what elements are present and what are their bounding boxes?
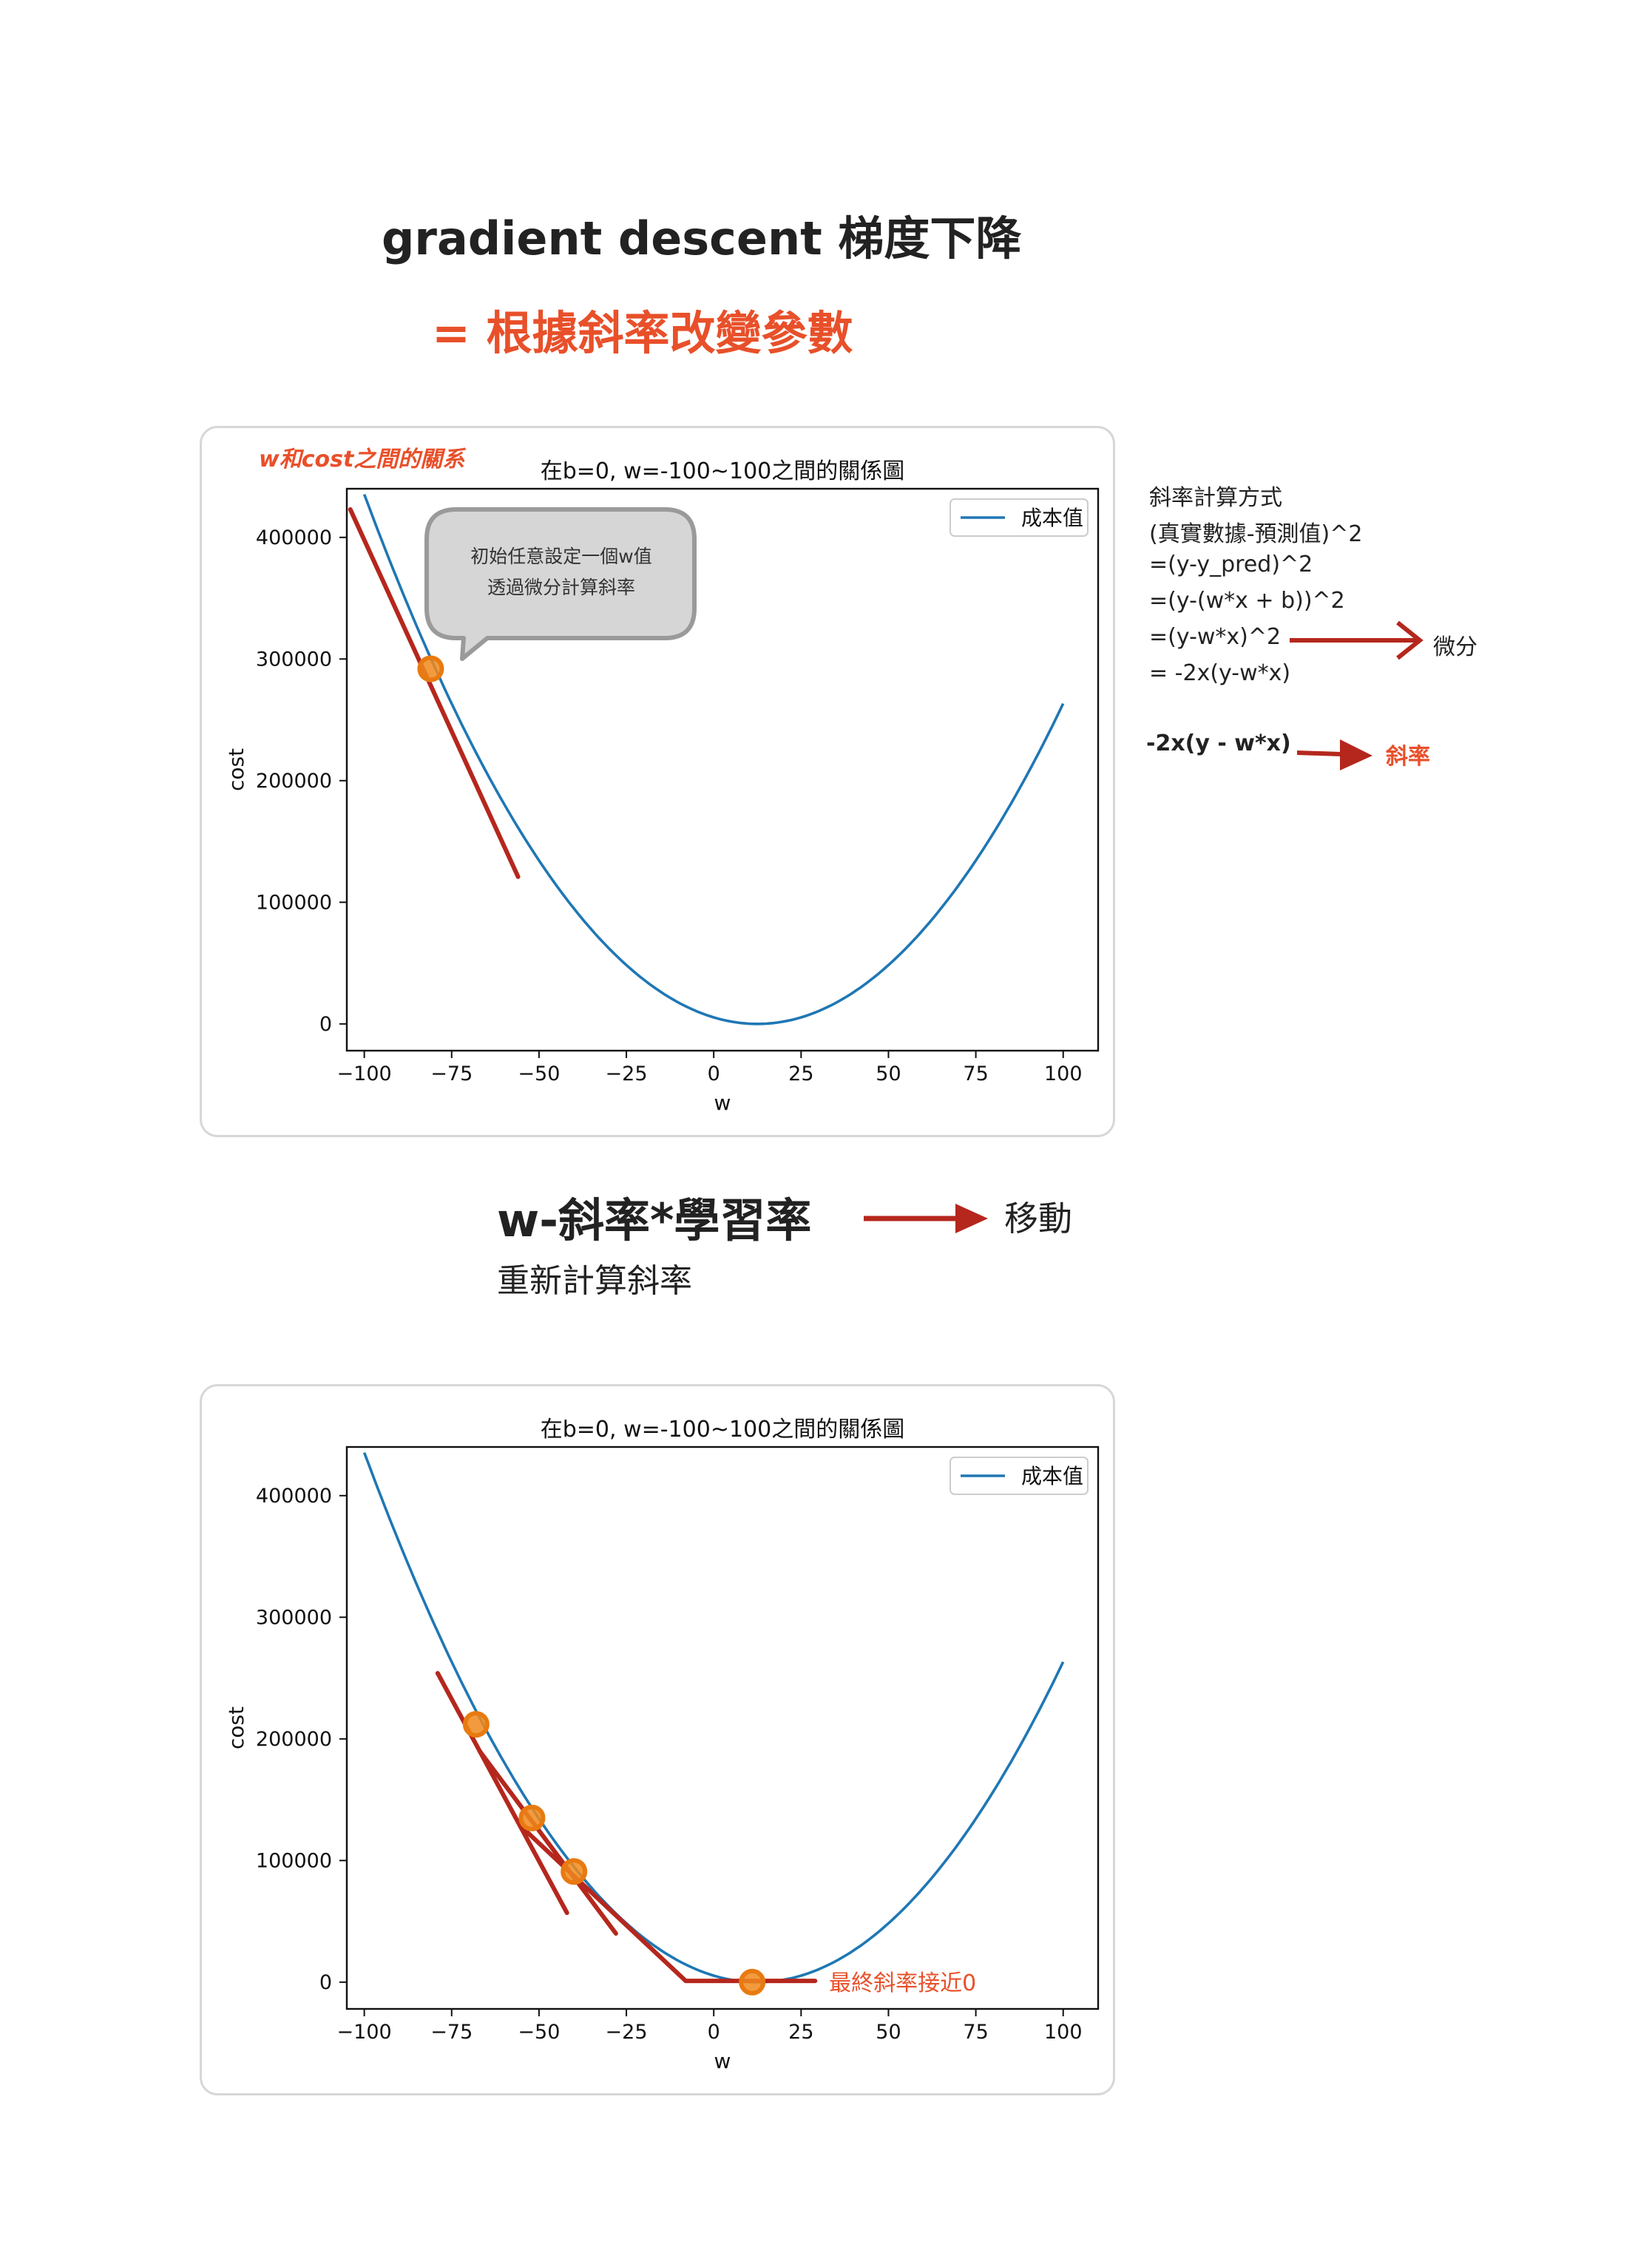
y-tick-label: 100000 [256, 891, 332, 914]
formula-line: =(y-(w*x + b))^2 [1149, 588, 1345, 614]
y-tick-label: 200000 [256, 1728, 332, 1751]
y-axis-label: cost [224, 748, 248, 791]
cost-chart-final: 在b=0, w=-100~100之間的關係圖 −100 −75 −50 −25 0 25 50… [224, 1417, 1100, 2073]
x-tick-label: −50 [518, 1062, 560, 1085]
y-tick-label: 400000 [256, 1485, 332, 1508]
y-tick-label: 100000 [256, 1849, 332, 1872]
legend-label: 成本值 [1021, 506, 1083, 530]
relation-note: w和cost之間的關系 [259, 447, 465, 472]
x-tick-label: −25 [606, 2021, 648, 2044]
legend-box [949, 1457, 1089, 1495]
legend-box [949, 498, 1089, 537]
x-tick-label: 25 [788, 1062, 813, 1085]
gradient-point [417, 655, 444, 682]
y-tick-label: 300000 [256, 1606, 332, 1629]
x-tick-label: −25 [606, 1062, 648, 1085]
x-tick-label: 25 [788, 2021, 813, 2044]
plot-frame [345, 487, 1100, 1052]
formula-line: =(y-y_pred)^2 [1149, 552, 1313, 577]
slope-label: 斜率 [1386, 744, 1430, 770]
x-axis-label: w [714, 2049, 731, 2073]
chart-legend: 成本值 [949, 498, 1089, 537]
formula-line: = -2x(y-w*x) [1149, 660, 1291, 686]
y-tick-label: 400000 [256, 526, 332, 549]
plot-frame [345, 1445, 1100, 2010]
y-tick-label: 300000 [256, 648, 332, 671]
page-subtitle: = 根據斜率改變參數 [432, 306, 853, 360]
x-tick-label: −75 [430, 2021, 473, 2044]
y-tick-label: 0 [319, 1013, 332, 1036]
legend-label: 成本值 [1021, 1464, 1083, 1488]
x-tick-label: 75 [963, 2021, 988, 2044]
x-tick-label: 100 [1044, 2021, 1083, 2044]
move-label: 移動 [1004, 1199, 1072, 1238]
y-tick-label: 200000 [256, 770, 332, 793]
update-rule: w-斜率*學習率 [497, 1193, 812, 1247]
formula-line: 斜率計算方式 [1149, 485, 1282, 511]
x-tick-label: 75 [963, 1062, 988, 1085]
tangent-line [435, 1670, 569, 1916]
x-tick-label: −100 [337, 1062, 392, 1085]
tangent-line [477, 1749, 618, 1936]
x-tick-label: 100 [1044, 1062, 1083, 1085]
x-tick-label: 0 [708, 2021, 720, 2044]
result-expression: -2x(y - w*x) [1146, 731, 1291, 756]
gradient-point [518, 1804, 546, 1831]
slope-arrow-icon [1296, 739, 1372, 770]
bubble-text-2: 透過微分計算斜率 [487, 577, 635, 598]
recalc-label: 重新計算斜率 [497, 1262, 692, 1300]
y-tick-label: 0 [319, 1971, 332, 1994]
tangent-line [523, 1828, 688, 1984]
formula-line: (真實數據-預測值)^2 [1149, 521, 1363, 547]
bubble-text-1: 初始任意設定一個w值 [470, 546, 651, 567]
x-tick-label: 50 [876, 2021, 901, 2044]
formula-line: =(y-w*x)^2 [1149, 624, 1282, 650]
gradient-point [462, 1711, 490, 1738]
derivative-arrow-icon [1290, 620, 1424, 660]
final-slope-note: 最終斜率接近0 [829, 1970, 976, 1996]
chart-card-final: 在b=0, w=-100~100之間的關係圖 −100 −75 −50 −25 0 25 50… [200, 1384, 1115, 2095]
chart-legend: 成本值 [949, 1457, 1089, 1495]
x-tick-label: −100 [337, 2021, 392, 2044]
tangent-line [348, 506, 521, 879]
x-tick-label: 0 [708, 1062, 720, 1085]
x-axis-label: w [714, 1091, 731, 1115]
page-title: gradient descent 梯度下降 [382, 211, 1022, 265]
chart-title: 在b=0, w=-100~100之間的關係圖 [541, 458, 905, 484]
derivative-label: 微分 [1433, 634, 1477, 660]
x-tick-label: −50 [518, 2021, 560, 2044]
gradient-point [739, 1968, 766, 1996]
chart-title: 在b=0, w=-100~100之間的關係圖 [541, 1417, 905, 1443]
x-tick-label: −75 [430, 1062, 473, 1085]
gradient-point [561, 1858, 588, 1885]
y-axis-label: cost [224, 1707, 248, 1749]
x-tick-label: 50 [876, 1062, 901, 1085]
bubble-shape [424, 507, 697, 661]
chart-card-initial: 在b=0, w=-100~100之間的關係圖 −100 −75 −50 −25 0 25 50… [200, 426, 1115, 1137]
cost-chart-initial: 在b=0, w=-100~100之間的關係圖 −100 −75 −50 −25 0 25 50… [224, 458, 1100, 1115]
move-arrow-icon [864, 1204, 988, 1233]
cost-curve [362, 493, 1065, 1026]
